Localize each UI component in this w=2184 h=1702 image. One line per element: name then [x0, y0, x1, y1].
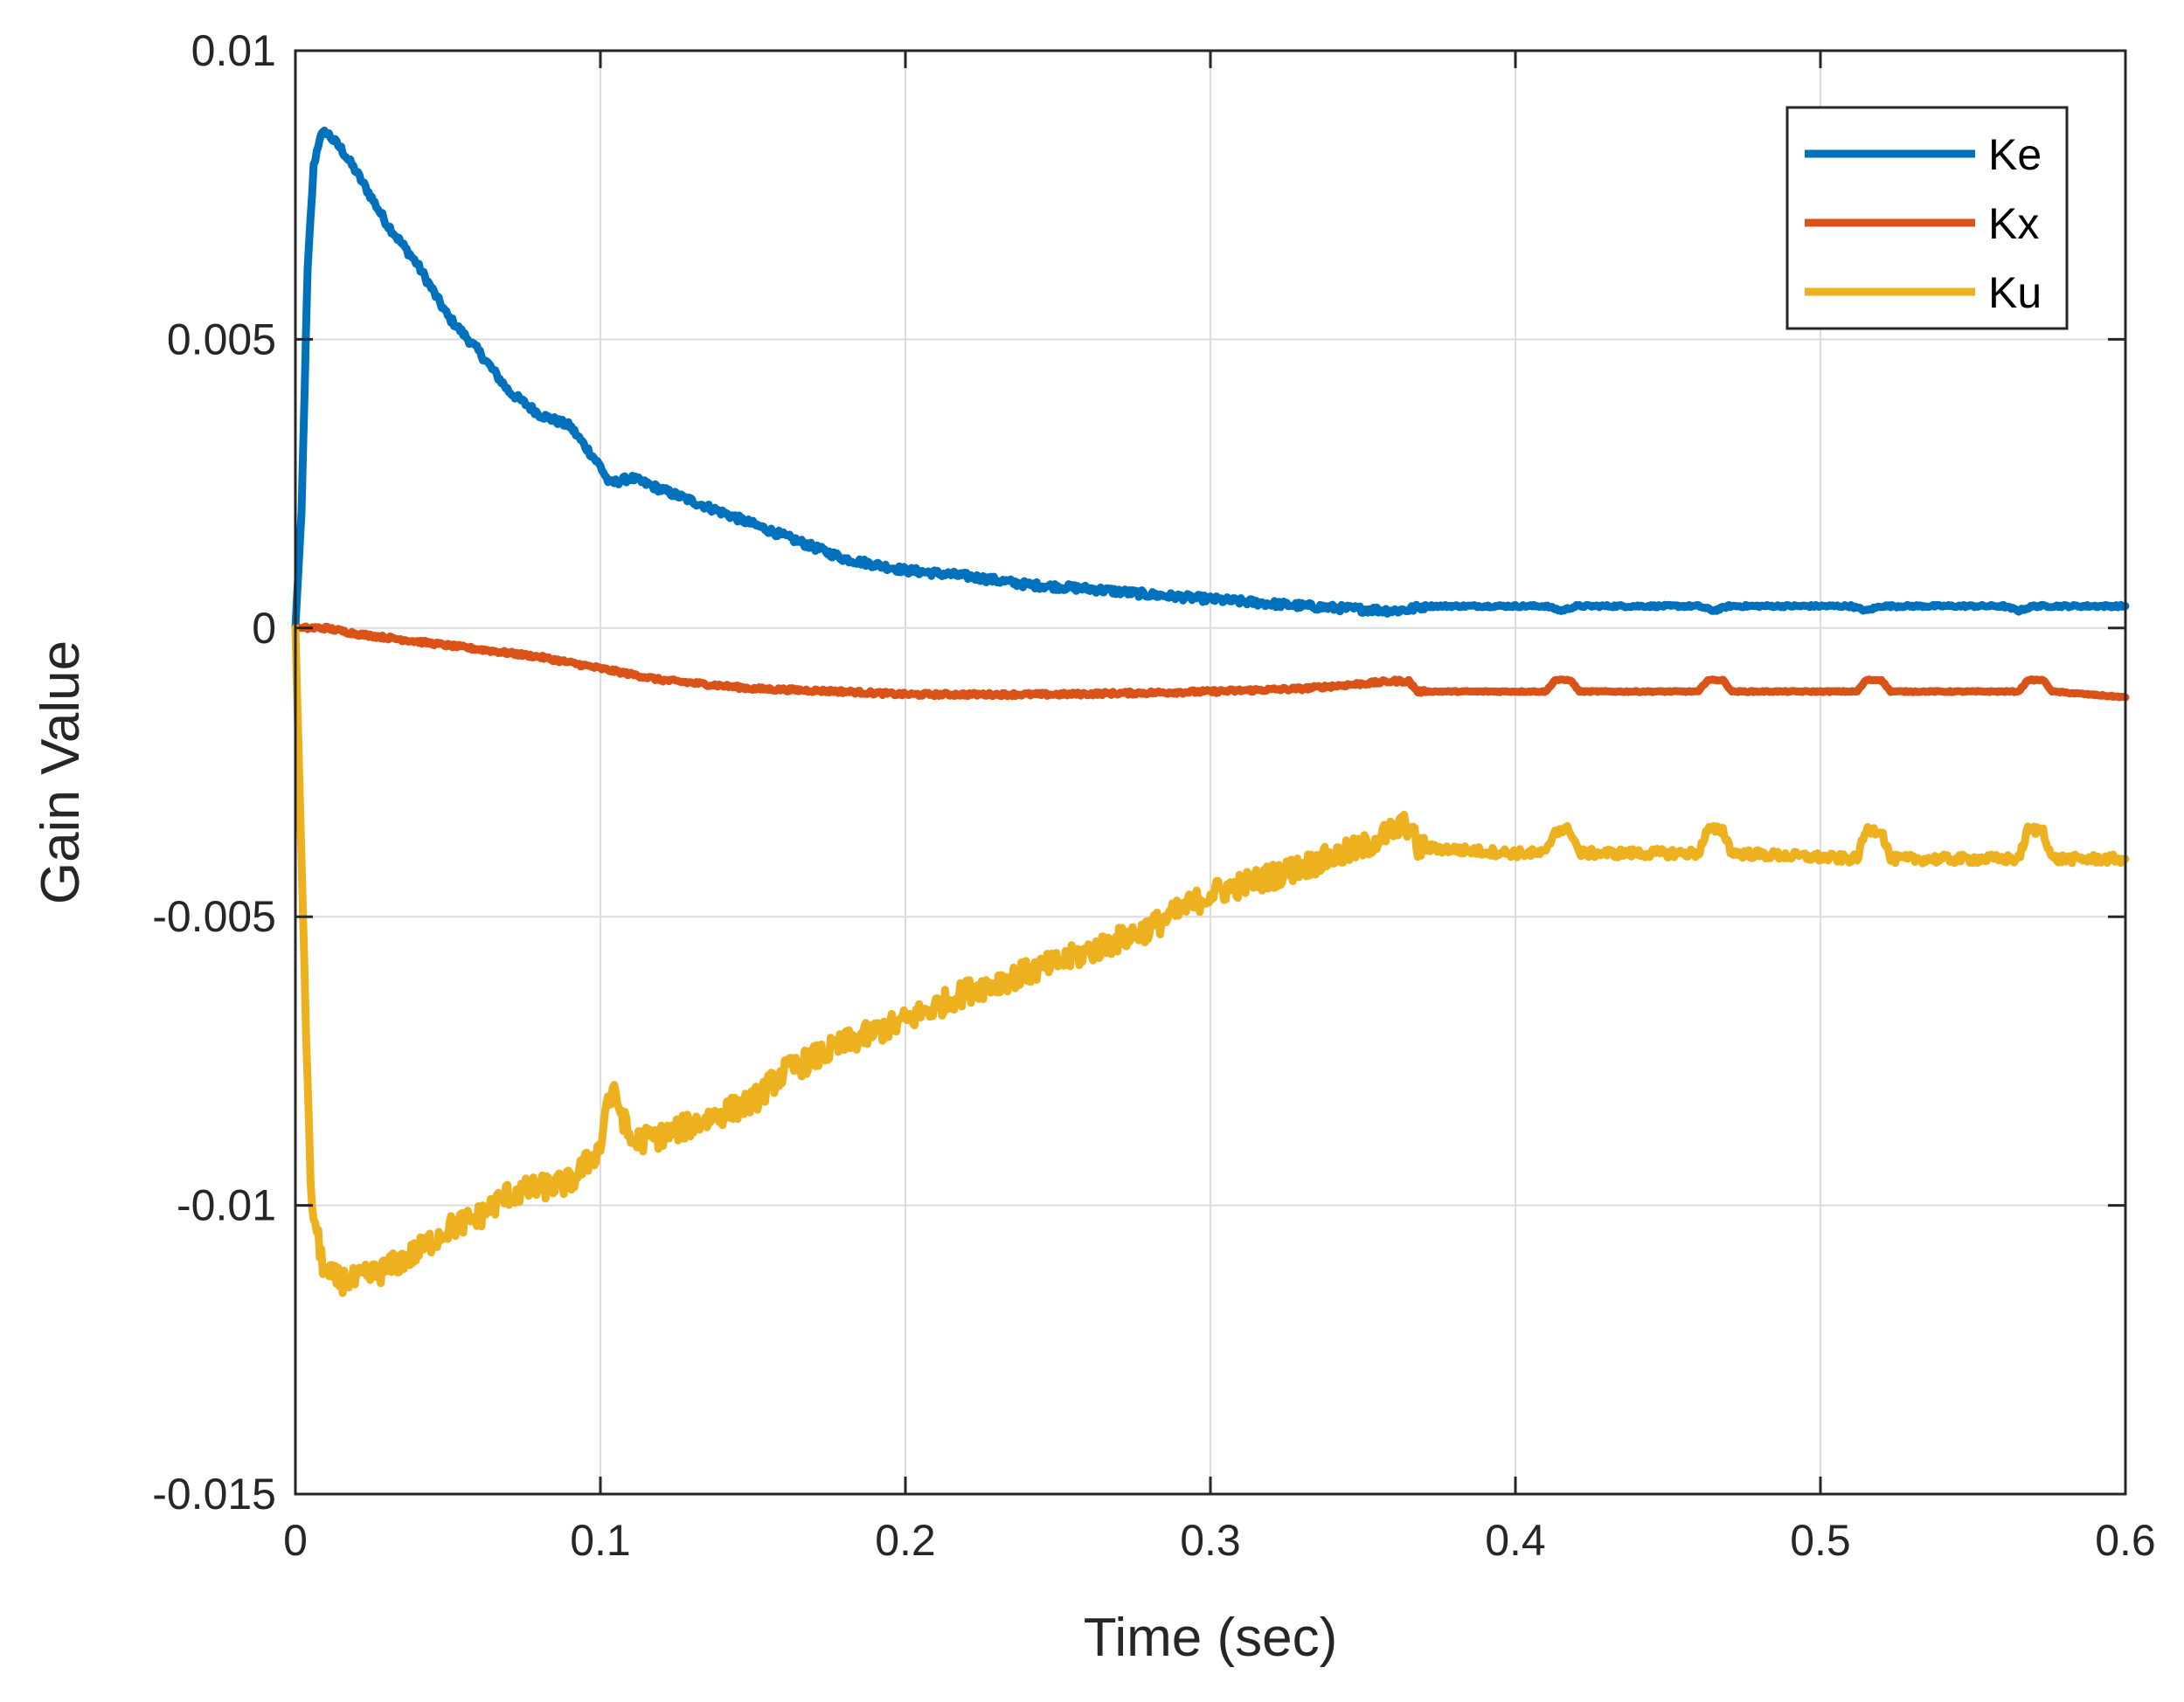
legend: Ke Kx Ku — [1785, 106, 2069, 330]
series-line-kx — [291, 622, 2130, 702]
legend-label-ke: Ke — [1988, 130, 2042, 179]
x-tick-label: 0 — [283, 1516, 308, 1565]
legend-label-ku: Ku — [1988, 268, 2042, 317]
y-tick-label: 0 — [252, 604, 276, 653]
y-tick-label: 0.005 — [167, 315, 276, 363]
y-tick-label: 0.01 — [191, 26, 276, 75]
tick-marks — [294, 49, 2127, 1496]
x-tick-label: 0.5 — [1790, 1516, 1851, 1565]
y-tick-label: -0.01 — [177, 1181, 276, 1230]
y-tick-label: -0.005 — [152, 892, 276, 941]
series-group — [291, 126, 2130, 1297]
series-line-ku — [291, 624, 2130, 1297]
x-tick-label: 0.3 — [1180, 1516, 1241, 1565]
y-tick-label: -0.015 — [152, 1470, 276, 1519]
x-tick-label: 0.4 — [1485, 1516, 1546, 1565]
x-tick-label: 0.1 — [570, 1516, 631, 1565]
series-line-ke — [291, 126, 2130, 633]
legend-label-kx: Kx — [1988, 199, 2039, 248]
x-axis-label: Time (sec) — [1084, 1608, 1337, 1668]
x-tick-label: 0.2 — [875, 1516, 936, 1565]
y-tick-labels: 0.01 0.005 0 -0.005 -0.01 -0.015 — [152, 26, 276, 1519]
x-tick-labels: 0 0.1 0.2 0.3 0.4 0.5 0.6 — [283, 1516, 2156, 1565]
x-tick-label: 0.6 — [2095, 1516, 2156, 1565]
y-axis-label: Gain Value — [31, 640, 91, 904]
